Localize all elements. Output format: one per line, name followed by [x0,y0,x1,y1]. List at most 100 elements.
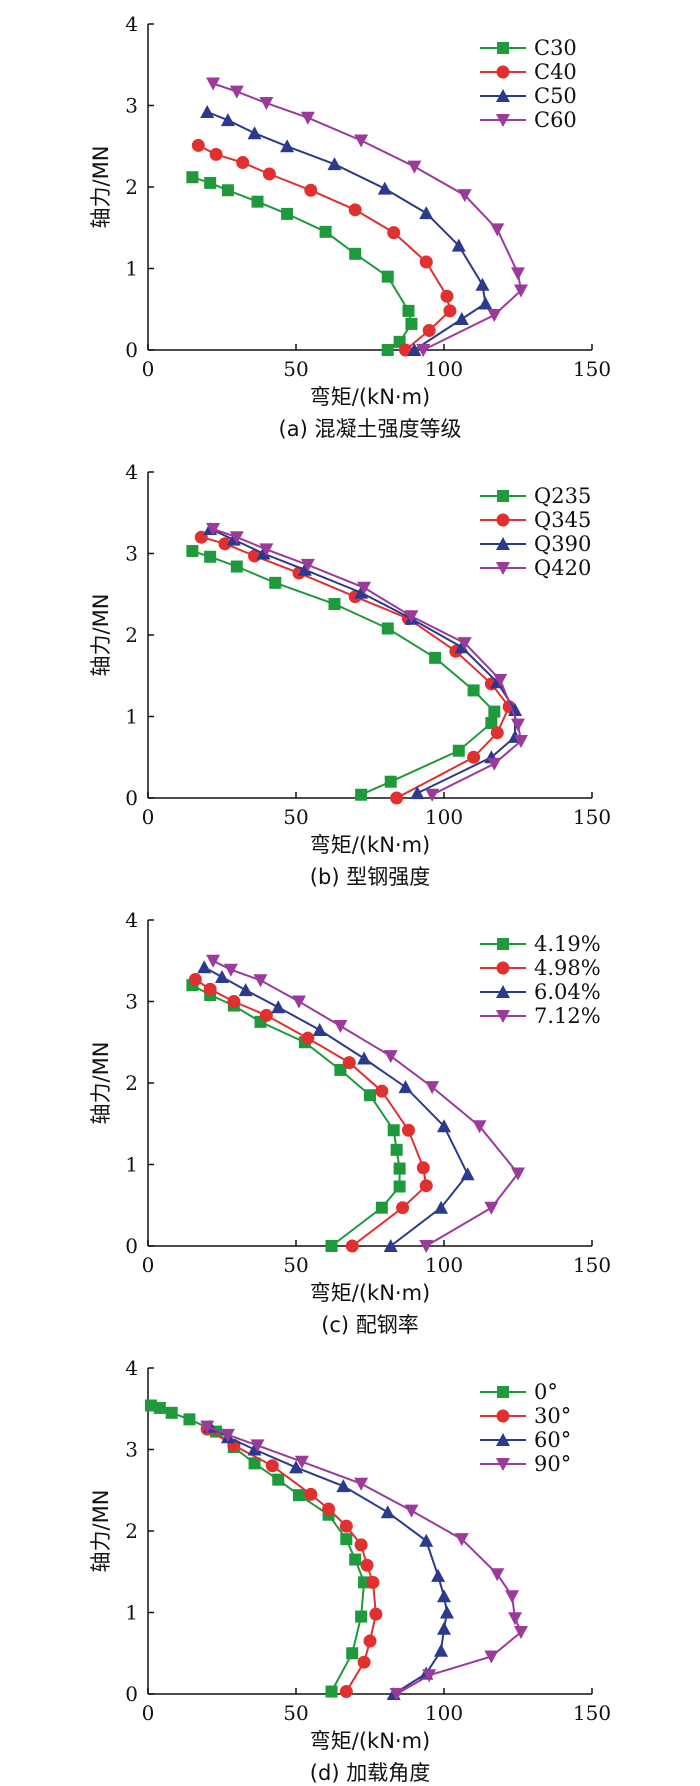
data-point [425,1081,440,1095]
data-point [416,344,431,357]
data-point [437,1589,451,1603]
legend-entry: 6.04% [480,980,601,1004]
x-tick-label: 150 [573,805,611,829]
series-line [206,111,487,351]
data-point [407,343,422,356]
data-point [247,126,262,140]
legend-marker [497,1386,509,1398]
data-point [511,718,525,732]
legend-label: Q235 [534,484,591,508]
legend-entry: 0° [480,1380,558,1404]
legend-label: 4.19% [534,932,601,956]
data-point [389,1688,404,1701]
data-point [404,1504,419,1518]
series-line [192,176,413,351]
data-point [490,726,504,740]
data-point [357,1655,371,1669]
data-point [247,1442,262,1456]
data-point [327,157,342,171]
data-point [387,226,401,240]
x-tick-label: 100 [425,1253,463,1277]
legend-marker [496,1409,510,1423]
legend-entry: Q420 [480,556,591,580]
series-6.04% [197,960,475,1252]
x-axis-title: 弯矩/(kN·m) [310,833,430,857]
legend-marker [496,537,510,550]
x-tick-label: 0 [142,1253,155,1277]
legend-marker [496,1458,510,1471]
series-C50 [200,105,493,356]
data-point [259,1008,273,1022]
legend-entry: C50 [480,84,577,108]
data-point [236,156,250,170]
series-Q345 [194,530,516,805]
data-point [487,308,502,322]
data-point [490,223,505,237]
legend-marker [496,1010,510,1023]
data-point [254,1015,267,1028]
data-point [401,1123,415,1137]
data-point [393,1180,406,1193]
legend-marker [496,89,510,102]
legend-entry: 4.19% [480,932,601,956]
chart-panel-b: 0 50 100 150 0 1 2 3 4 弯矩/(kN·m) 轴力/MN (b) 型钢强度 Q235… [89,460,611,889]
y-axis-title: 轴力/MN [89,594,113,677]
data-point [262,167,276,181]
data-point [360,1558,374,1572]
data-point [398,1080,413,1094]
data-point [440,289,454,303]
data-point [297,562,312,576]
data-point [251,195,264,208]
chart-panel-a: 0 50 100 150 0 1 2 3 4 弯矩/(kN·m) 轴力/MN (a) 混凝土强度等级 C… [89,12,611,441]
data-point [256,546,271,560]
x-axis-title: 弯矩/(kN·m) [310,385,430,409]
data-point [191,138,205,152]
data-point [387,1124,400,1137]
data-point [220,113,235,127]
legend-entry: 4.98% [480,956,601,980]
legend-marker [496,985,510,998]
data-point [380,1505,395,1519]
data-point [366,1575,380,1589]
data-point [381,344,394,356]
data-point [434,1200,449,1214]
x-tick-label: 100 [425,1701,463,1725]
data-point [381,622,394,635]
data-point [280,139,295,153]
data-point [487,757,502,771]
data-point [325,1685,338,1698]
legend-entry: C60 [480,108,577,132]
legend-entry: Q235 [480,484,591,508]
data-point [454,312,469,326]
data-point [206,77,221,91]
data-point [457,637,472,651]
data-point [204,550,217,563]
legend-label: C50 [534,84,577,108]
data-point [508,1612,523,1626]
data-point [363,1634,377,1648]
data-point [183,1413,196,1426]
data-point [402,304,415,317]
data-point [144,1399,157,1412]
data-point [304,183,318,197]
data-point [384,775,397,788]
legend-label: 30° [534,1404,571,1428]
data-point [203,982,217,996]
data-point [354,1477,369,1491]
data-point [377,181,392,195]
data-point [355,1610,368,1623]
series-90° [200,1420,528,1701]
data-point [227,995,241,1008]
data-point [419,1179,433,1193]
panel-caption: (d) 加载角度 [310,1761,430,1785]
data-point [390,1143,403,1156]
data-point [419,206,434,220]
x-axis-title: 弯矩/(kN·m) [310,1281,430,1305]
legend-marker [496,961,510,975]
series-C60 [206,77,528,357]
data-point [200,105,215,119]
panel-caption: (c) 配钢率 [321,1313,419,1337]
series-60° [203,1419,454,1700]
series-line [192,550,496,796]
x-tick-label: 50 [283,357,308,381]
